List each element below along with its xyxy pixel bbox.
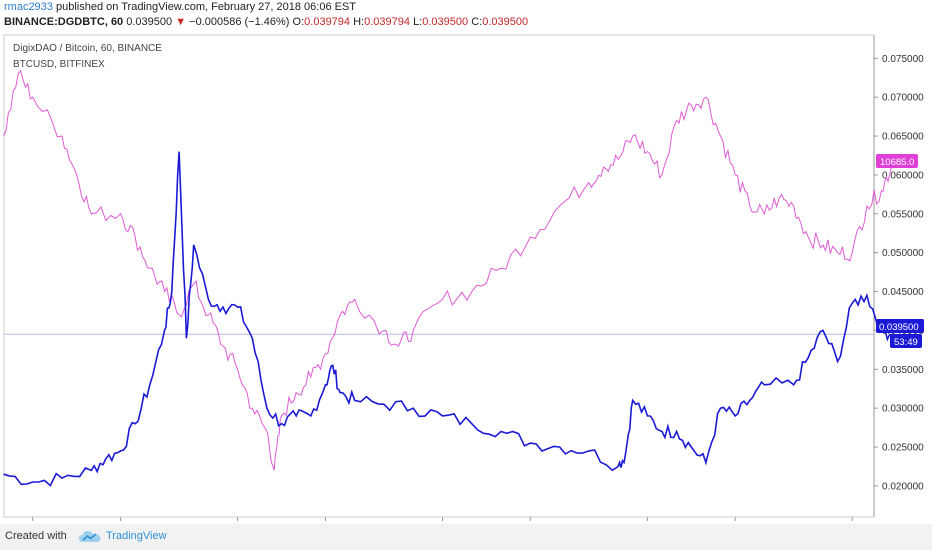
price-change: −0.000586 (−1.46%): [189, 16, 290, 28]
btcusd-series-line: [3, 69, 892, 471]
open-value: 0.039794: [304, 16, 351, 28]
footer-bar: Created with TradingView: [0, 524, 932, 550]
legend-compare-series: BTCUSD, BITFINEX: [13, 59, 105, 70]
price-value-badge: 0.039500: [876, 319, 924, 333]
countdown-text: 53:49: [894, 337, 918, 348]
open-label: O:: [292, 16, 305, 28]
x-axis-ticks: 29Feb581215192226: [32, 517, 853, 521]
high-value: 0.039794: [364, 16, 410, 28]
high-label: H:: [353, 16, 365, 28]
countdown-badge: 53:49: [890, 334, 922, 348]
created-with-text: Created with: [5, 530, 67, 542]
tradingview-link[interactable]: TradingView: [106, 530, 167, 542]
close-label: C:: [471, 16, 483, 28]
symbol-label: BINANCE:DGDBTC, 60: [4, 16, 124, 28]
down-arrow-icon: ▼: [175, 16, 187, 28]
y-tick-label: 0.055000: [882, 209, 924, 220]
symbol-info: BINANCE:DGDBTC, 60 0.039500 ▼ −0.000586 …: [4, 16, 528, 28]
y-tick-label: 0.045000: [882, 287, 924, 298]
last-price: 0.039500: [126, 16, 173, 28]
tradingview-cloud-icon: [79, 531, 101, 542]
publish-text: published on TradingView.com, February 2…: [52, 1, 357, 13]
y-axis-ticks: 0.0200000.0250000.0300000.0350000.040000…: [874, 54, 924, 492]
author-link[interactable]: rmac2933: [4, 1, 53, 13]
price-value-text: 0.039500: [879, 322, 919, 333]
y-tick-label: 0.030000: [882, 404, 924, 415]
y-tick-label: 0.065000: [882, 132, 924, 143]
dgdbtc-series-line: [3, 151, 892, 487]
legend-main-series: DigixDAO / Bitcoin, 60, BINANCE: [13, 43, 162, 54]
low-value: 0.039500: [422, 16, 469, 28]
y-tick-label: 0.025000: [882, 443, 924, 454]
compare-value-text: 10685.0: [880, 157, 914, 168]
y-tick-label: 0.070000: [882, 93, 924, 104]
plot-area: [3, 34, 875, 518]
y-tick-label: 0.035000: [882, 365, 924, 376]
compare-value-badge: 10685.0: [876, 154, 918, 168]
chart-canvas[interactable]: DigixDAO / Bitcoin, 60, BINANCE BTCUSD, …: [0, 32, 932, 524]
close-value: 0.039500: [482, 16, 529, 28]
y-tick-label: 0.060000: [882, 170, 924, 181]
y-tick-label: 0.020000: [882, 481, 924, 492]
chart-header: rmac2933 published on TradingView.com, F…: [0, 0, 932, 32]
low-label: L:: [413, 16, 423, 28]
y-tick-label: 0.050000: [882, 248, 924, 259]
publish-info: rmac2933 published on TradingView.com, F…: [4, 1, 356, 13]
y-tick-label: 0.075000: [882, 54, 924, 65]
